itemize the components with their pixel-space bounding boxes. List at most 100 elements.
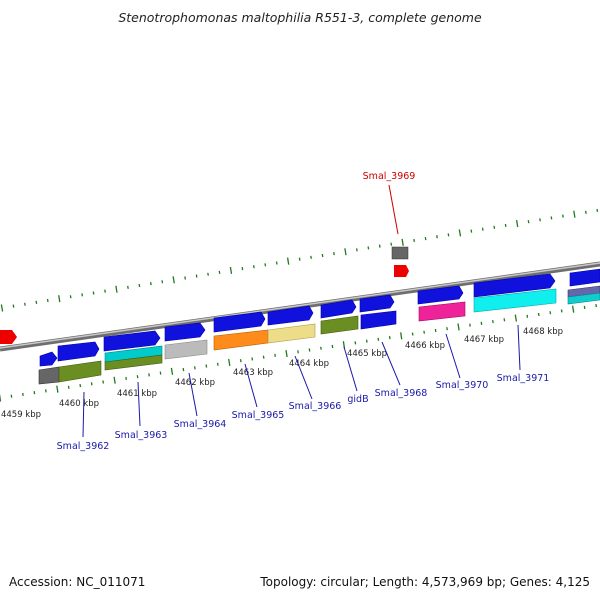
kbp-label: 4461 kbp: [117, 389, 157, 399]
tick-mark: [149, 281, 152, 286]
tick-mark: [79, 383, 82, 388]
tick-mark: [310, 255, 312, 259]
gene-smal-3962-bar[interactable]: [38, 366, 60, 385]
forward-gene-2[interactable]: [57, 341, 100, 362]
gene-smal-3965-bar[interactable]: [213, 329, 269, 351]
gene-smal-3971-bar[interactable]: [473, 288, 557, 313]
tick-mark: [0, 304, 4, 312]
gene-smal-3970-bar[interactable]: [418, 301, 466, 322]
tick-mark: [138, 283, 141, 288]
tick-mark: [344, 248, 347, 256]
tick-mark: [320, 346, 322, 350]
tick-mark: [252, 265, 255, 269]
tick-mark: [67, 385, 70, 389]
gene-label-smal-3963[interactable]: Smal_3963: [115, 430, 168, 441]
genome-title: Stenotrophomonas maltophilia R551-3, com…: [118, 10, 482, 25]
accession-label: Accession: NC_011071: [9, 575, 146, 589]
tick-mark: [275, 261, 278, 265]
tick-mark: [262, 355, 265, 359]
tick-mark: [447, 233, 450, 237]
tick-mark: [515, 219, 519, 228]
tick-mark: [503, 318, 506, 322]
tick-mark: [12, 304, 15, 308]
tick-mark: [424, 236, 427, 241]
gene-smal-3969-feature[interactable]: [391, 246, 409, 277]
tick-mark: [239, 359, 242, 363]
gene-smal-3968-bar[interactable]: [360, 310, 397, 330]
gene-label-smal-3970[interactable]: Smal_3970: [436, 380, 489, 391]
tick-mark: [537, 312, 540, 317]
tick-mark: [285, 349, 288, 358]
genome-stats-label: Topology: circular; Length: 4,573,969 bp…: [260, 575, 590, 589]
tick-mark: [401, 238, 404, 246]
gene-smal-3963-bar-b[interactable]: [104, 354, 163, 371]
tick-mark: [480, 321, 483, 326]
tick-mark: [161, 280, 164, 284]
tick-mark: [388, 335, 391, 340]
tick-mark: [104, 289, 106, 293]
forward-gene-8[interactable]: [359, 294, 395, 313]
tick-mark: [22, 392, 24, 397]
gene-label-smal-3962[interactable]: Smal_3962: [57, 441, 110, 452]
tick-mark: [92, 291, 95, 295]
upper-tick-track: [0, 208, 599, 312]
tick-mark: [481, 227, 484, 231]
tick-mark: [446, 327, 448, 331]
kbp-label: 4467 kbp: [464, 335, 504, 345]
forward-gene-1[interactable]: [39, 351, 58, 367]
tick-mark: [390, 242, 393, 246]
tick-mark: [297, 350, 299, 354]
gene-smal-3969-leader: [388, 184, 399, 235]
tick-mark: [148, 373, 150, 377]
gene-label-gidb[interactable]: gidB: [347, 394, 368, 405]
tick-mark: [170, 367, 174, 375]
tick-mark: [58, 295, 61, 303]
tick-mark: [298, 257, 301, 261]
tick-mark: [0, 394, 2, 402]
tick-mark: [127, 285, 129, 289]
forward-gene-7[interactable]: [320, 299, 357, 319]
kbp-label: 4460 kbp: [59, 399, 99, 409]
kbp-label: 4463 kbp: [233, 368, 273, 378]
gene-smal-3966-bar[interactable]: [267, 323, 316, 344]
forward-gene-6[interactable]: [267, 305, 314, 326]
tick-mark: [228, 358, 231, 367]
tick-mark: [584, 210, 587, 214]
gene-smal-3964-bar[interactable]: [164, 339, 208, 360]
gene-far-right-bar-b[interactable]: [567, 292, 600, 305]
gene-smal-3969-label[interactable]: Smal_3969: [363, 171, 416, 182]
forward-gene-5[interactable]: [213, 311, 266, 333]
tick-mark: [264, 263, 267, 267]
tick-mark: [378, 244, 381, 248]
reverse-strand-genes: [38, 285, 600, 385]
tick-mark: [35, 300, 38, 305]
forward-gene-9[interactable]: [417, 285, 464, 305]
tick-mark: [504, 223, 507, 228]
gene-label-smal-3971[interactable]: Smal_3971: [497, 373, 550, 384]
forward-gene-3[interactable]: [103, 330, 161, 352]
forward-gene-11[interactable]: [569, 268, 600, 287]
gene-gidb-bar[interactable]: [320, 315, 359, 335]
gene-labels: Smal_3962 Smal_3963 Smal_3964 Smal_3965 …: [57, 373, 550, 452]
tick-mark: [493, 225, 496, 229]
gene-label-smal-3964[interactable]: Smal_3964: [174, 419, 227, 430]
tick-mark: [423, 330, 426, 334]
kbp-label: 4466 kbp: [405, 341, 445, 351]
gene-far-right-bar-a[interactable]: [567, 285, 600, 298]
tick-mark: [136, 375, 139, 379]
tick-mark: [207, 272, 209, 276]
forward-gene-10[interactable]: [473, 273, 556, 298]
tick-mark: [571, 305, 575, 313]
tick-mark: [172, 276, 175, 284]
gene-smal-3962-bar-b[interactable]: [58, 360, 102, 383]
gene-label-smal-3966[interactable]: Smal_3966: [289, 401, 342, 412]
kbp-label: 4465 kbp: [347, 349, 387, 359]
gene-label-smal-3968[interactable]: Smal_3968: [375, 388, 428, 399]
tick-mark: [458, 229, 462, 237]
tick-mark: [411, 332, 414, 336]
tick-mark: [550, 216, 553, 220]
kbp-scale: 4459 kbp 4460 kbp 4461 kbp 4462 kbp 4463…: [1, 327, 563, 420]
kbp-label: 4459 kbp: [1, 410, 41, 420]
forward-gene-4[interactable]: [164, 322, 206, 342]
gene-label-smal-3965[interactable]: Smal_3965: [232, 410, 285, 421]
